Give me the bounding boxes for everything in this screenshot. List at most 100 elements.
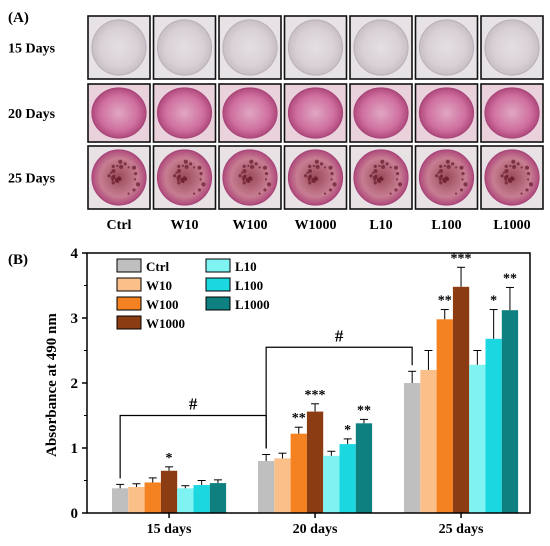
stain-spot: [242, 168, 247, 174]
bar-ctrl-15-days: [112, 488, 129, 513]
stain-spot: [500, 174, 504, 178]
legend-item-l10: L10: [205, 258, 257, 274]
stain-spot: [397, 182, 403, 187]
bar-l10-20-days: [323, 455, 340, 513]
legend-item-l1000: L1000: [205, 296, 270, 312]
stain-spot: [311, 177, 315, 181]
error-bar-l10-20-days: [327, 450, 336, 456]
error-bar-w1000-25-days: [457, 266, 466, 287]
stain-spot: [249, 159, 254, 164]
bar-l1000-15-days: [209, 483, 227, 513]
stain-spot: [526, 171, 531, 176]
col-label-ctrl: Ctrl: [107, 218, 132, 233]
well-1-w100: [218, 15, 282, 80]
stain-spot: [504, 164, 508, 168]
stain-spot: [437, 171, 440, 174]
stain-spot: [189, 162, 193, 166]
stain-spot: [520, 192, 523, 195]
stain-spot: [184, 164, 189, 169]
well-2-l10: [349, 83, 413, 143]
well-1-w10: [152, 15, 217, 80]
bar-w100-20-days: [290, 433, 307, 513]
stain-spot: [504, 168, 509, 174]
stain-spot: [373, 164, 377, 168]
bar-w10-15-days: [128, 487, 145, 513]
stain-spot: [454, 192, 458, 195]
bar-w1000-25-days: [452, 286, 470, 513]
stain-spot: [307, 168, 313, 174]
stain-spot: [264, 178, 268, 181]
legend-item-w10: W10: [116, 277, 172, 293]
stain-spot: [443, 164, 446, 167]
stain-spot: [262, 165, 268, 170]
legend-label: Ctrl: [146, 259, 169, 274]
well-dish: [418, 87, 475, 139]
error-bar-w100-15-days: [148, 477, 157, 483]
stain-spot: [250, 164, 255, 169]
bar-l1000-25-days: [501, 310, 519, 513]
stain-spot: [524, 165, 530, 170]
error-bar-l1000-25-days: [505, 286, 514, 311]
error-bars: [116, 266, 514, 489]
stain-spot: [177, 164, 181, 168]
well-2-l100: [414, 83, 479, 143]
significance-markers: *****************: [166, 251, 517, 466]
stain-spot: [324, 166, 327, 169]
error-bar-l100-20-days: [343, 438, 352, 445]
error-bar-ctrl-15-days: [116, 483, 125, 489]
stain-spot: [258, 166, 261, 169]
well-2-w100: [218, 83, 282, 143]
legend-swatch: [205, 277, 231, 292]
error-bar-w100-20-days: [294, 426, 303, 434]
stain-spot: [176, 168, 182, 174]
stain-spot: [525, 188, 529, 192]
row-label-25-days: 25 Days: [8, 172, 56, 187]
error-bar-w10-25-days: [424, 350, 433, 370]
legend-item-ctrl: Ctrl: [116, 258, 169, 274]
error-bar-l1000-20-days: [359, 418, 368, 424]
y-tick-label-2: 2: [71, 376, 79, 392]
well-1-w1000: [283, 15, 348, 80]
legend: Ctrl W10 W100 W1000 L10 L100 L1000: [116, 258, 270, 331]
stain-spot: [177, 181, 181, 185]
stain-spot: [119, 164, 124, 169]
stain-spot: [312, 164, 315, 167]
stain-spot: [112, 174, 116, 178]
x-tick-label-25-days: 25 days: [439, 522, 484, 537]
stain-spot: [180, 177, 184, 181]
bar-l100-25-days: [485, 338, 502, 513]
stain-spot: [264, 171, 269, 176]
stain-spot: [131, 165, 137, 170]
stain-spot: [116, 164, 119, 167]
legend-item-w100: W100: [116, 296, 179, 312]
stain-spot: [461, 178, 464, 181]
well-2-w1000: [283, 83, 348, 143]
stain-spot: [254, 162, 258, 166]
stain-spot: [246, 177, 250, 181]
stain-spot: [455, 166, 458, 169]
stain-spot: [463, 182, 468, 187]
stain-spot: [172, 174, 177, 178]
y-tick-label-4: 4: [71, 246, 79, 262]
col-label-l100: L100: [431, 218, 461, 233]
legend-label: L100: [235, 278, 263, 293]
column-labels: Ctrl W10 W100 W1000 L10 L100 L1000: [107, 218, 531, 233]
col-label-w10: W10: [171, 218, 199, 233]
stain-spot: [314, 159, 319, 164]
stain-spot: [446, 164, 451, 169]
comparison-brackets: ##: [119, 326, 413, 479]
stain-spot: [395, 171, 400, 176]
stain-spot: [373, 168, 378, 174]
stain-spot: [451, 162, 455, 166]
stain-spot: [127, 192, 130, 195]
sig-marker-l100-25-days: *: [490, 294, 497, 309]
well-1-l100: [414, 15, 479, 80]
stain-spot: [266, 182, 272, 187]
legend-label: W1000: [146, 316, 185, 331]
stain-spot: [242, 164, 246, 168]
legend-swatch: [205, 296, 231, 311]
well-dish: [484, 19, 540, 76]
stain-spot: [520, 166, 523, 169]
bar-l10-25-days: [469, 364, 486, 513]
bracket-label: #: [335, 326, 344, 345]
